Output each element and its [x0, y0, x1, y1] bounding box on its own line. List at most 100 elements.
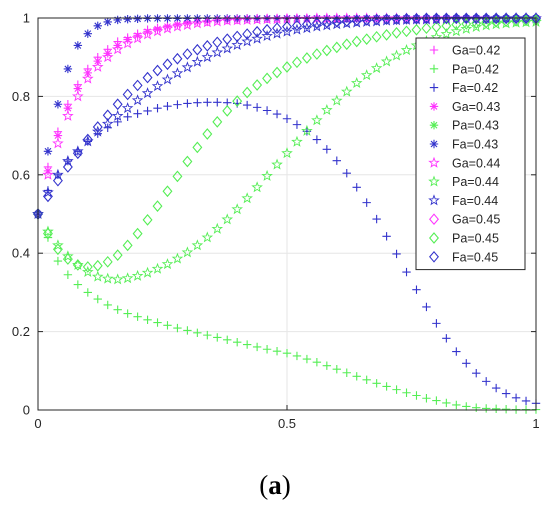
legend-entry: Fa=0.44	[428, 194, 498, 208]
caption-open-paren: (	[259, 470, 268, 500]
data-point	[301, 124, 313, 136]
data-point	[171, 20, 184, 32]
data-point	[272, 22, 283, 35]
data-point	[133, 312, 142, 321]
data-point	[183, 326, 192, 335]
data-point	[370, 62, 383, 74]
y-tick-label: 0	[23, 403, 30, 418]
data-point	[91, 125, 104, 137]
data-point	[223, 335, 232, 345]
y-tick-label: 0.8	[12, 89, 30, 104]
legend-entry: Ga=0.45	[429, 213, 500, 227]
data-point	[281, 147, 293, 159]
legend-entry: Pa=0.44	[428, 175, 499, 189]
data-point	[452, 400, 461, 410]
data-point	[482, 404, 491, 413]
data-point	[252, 25, 263, 38]
data-point	[213, 98, 222, 107]
data-point	[422, 394, 431, 403]
data-point	[470, 20, 483, 32]
data-point	[331, 94, 343, 106]
axis-ticks: 0 0.5 1 0 0.2 0.4 0.6 0.8 1	[12, 11, 540, 432]
data-point	[312, 135, 322, 144]
data-point	[390, 49, 403, 61]
data-point	[192, 43, 203, 56]
data-point	[152, 64, 163, 77]
data-point	[53, 100, 63, 109]
data-point	[211, 46, 224, 58]
data-point	[101, 272, 114, 284]
data-point	[441, 12, 452, 25]
data-point	[131, 32, 144, 44]
data-point	[212, 116, 223, 128]
data-point	[491, 383, 501, 393]
data-point	[380, 12, 393, 24]
data-point	[102, 109, 113, 122]
data-point	[322, 145, 332, 154]
data-point	[342, 368, 351, 377]
data-point	[262, 72, 273, 85]
data-point	[461, 18, 472, 30]
data-point	[282, 114, 292, 123]
data-point	[42, 190, 53, 203]
data-point	[122, 88, 133, 101]
data-point	[382, 382, 391, 391]
data-point	[122, 239, 133, 252]
data-point	[511, 14, 522, 27]
data-point	[301, 18, 312, 31]
data-point	[132, 79, 143, 92]
data-point	[113, 305, 122, 314]
data-point	[52, 239, 64, 251]
data-point	[360, 12, 373, 24]
data-point	[450, 25, 463, 37]
data-point	[133, 14, 142, 23]
data-point	[203, 98, 212, 107]
data-point	[103, 300, 112, 310]
data-point	[252, 342, 262, 352]
data-point	[312, 357, 322, 367]
data-point	[73, 84, 83, 93]
data-point	[133, 109, 142, 118]
data-point	[173, 323, 182, 333]
legend-label: Ga=0.43	[452, 100, 500, 114]
data-point	[242, 340, 252, 349]
legend-entry: Fa=0.42	[429, 81, 498, 95]
data-point	[311, 114, 323, 126]
data-point	[241, 35, 253, 47]
data-point	[62, 154, 74, 166]
data-point	[252, 79, 263, 91]
data-point	[491, 12, 502, 25]
data-point	[222, 33, 233, 46]
data-point	[82, 133, 93, 146]
data-point	[251, 181, 263, 193]
data-point	[82, 265, 94, 277]
data-point	[182, 48, 193, 60]
data-point	[103, 17, 112, 27]
legend-marker	[429, 102, 439, 111]
data-point	[52, 168, 64, 180]
data-point	[340, 85, 353, 97]
data-point	[162, 58, 173, 71]
legend-entry: Pa=0.43	[429, 119, 499, 133]
data-point	[82, 72, 94, 84]
data-point	[352, 372, 361, 381]
legend-label: Ga=0.42	[452, 44, 500, 58]
data-point	[461, 12, 472, 25]
data-point	[421, 22, 432, 35]
legend-label: Fa=0.43	[452, 138, 498, 152]
data-point	[182, 155, 193, 168]
legend-box	[415, 37, 526, 271]
data-point	[421, 12, 432, 25]
data-point	[92, 259, 103, 272]
data-point	[442, 334, 451, 343]
data-point	[153, 24, 162, 34]
data-point	[123, 14, 132, 24]
data-point	[83, 288, 92, 297]
data-point	[63, 270, 73, 279]
data-point	[142, 214, 153, 226]
legend-marker	[429, 139, 439, 149]
data-point	[311, 48, 322, 60]
data-point	[121, 272, 134, 284]
legend-marker	[429, 45, 439, 55]
data-point	[141, 87, 154, 99]
